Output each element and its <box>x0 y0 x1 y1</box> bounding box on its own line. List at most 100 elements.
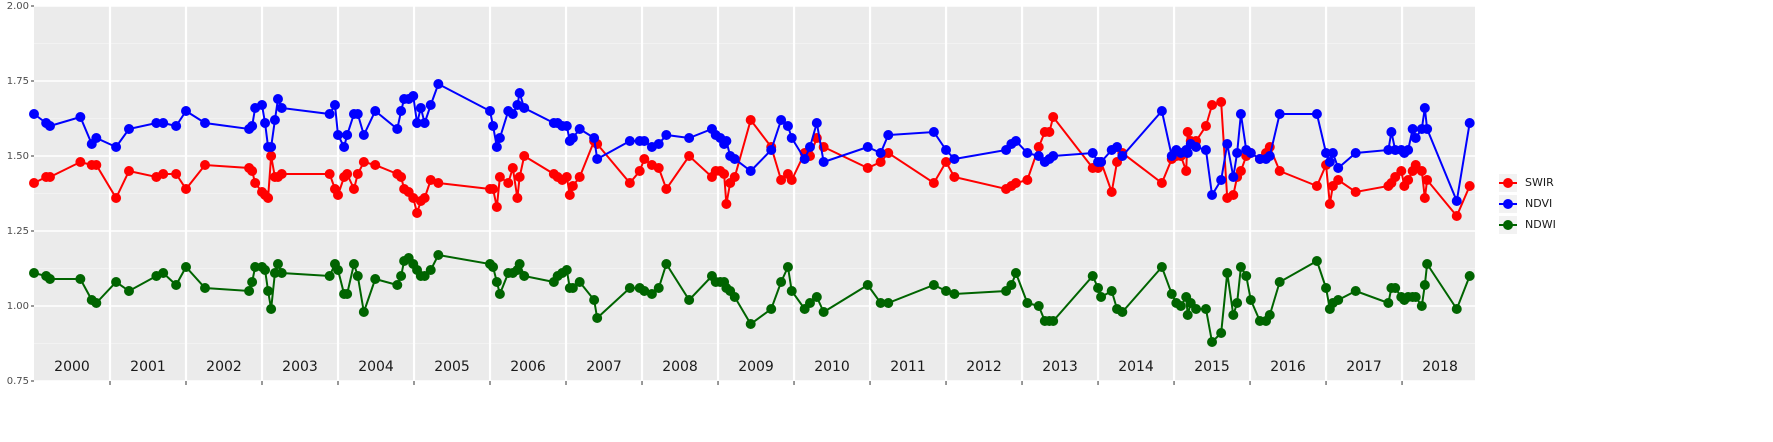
point <box>818 307 829 317</box>
point <box>514 259 525 269</box>
point <box>653 163 664 173</box>
year-label: 2008 <box>662 359 698 375</box>
legend-label: NDVI <box>1525 197 1552 210</box>
point <box>1422 124 1433 134</box>
point <box>786 175 797 185</box>
point <box>1464 118 1475 128</box>
point <box>91 298 102 308</box>
point <box>661 259 672 269</box>
point <box>342 169 353 179</box>
point <box>1010 136 1021 146</box>
point <box>158 169 169 179</box>
point <box>124 286 135 296</box>
legend-label: SWIR <box>1525 176 1554 189</box>
point <box>494 133 505 143</box>
point <box>392 280 403 290</box>
point <box>1350 148 1361 158</box>
point <box>44 121 55 131</box>
point <box>396 106 407 116</box>
point <box>1182 127 1193 137</box>
point <box>862 142 873 152</box>
year-label: 2014 <box>1118 359 1154 375</box>
y-tick-label: 1.50 <box>7 151 29 162</box>
point <box>624 283 635 293</box>
point <box>782 121 793 131</box>
point <box>721 199 732 209</box>
point <box>514 172 525 182</box>
point <box>342 289 353 299</box>
point <box>1207 337 1218 347</box>
point <box>567 181 578 191</box>
point <box>719 169 730 179</box>
point <box>729 292 740 302</box>
point <box>1033 301 1044 311</box>
point <box>1451 211 1462 221</box>
point <box>181 184 192 194</box>
point <box>745 166 756 176</box>
point <box>415 103 426 113</box>
point <box>419 118 430 128</box>
point <box>1048 112 1059 122</box>
point <box>276 103 287 113</box>
point <box>333 190 344 200</box>
point <box>158 118 169 128</box>
point <box>1117 151 1128 161</box>
point <box>425 175 436 185</box>
year-label: 2002 <box>206 359 242 375</box>
point <box>151 118 162 128</box>
point <box>1396 166 1407 176</box>
point <box>646 289 657 299</box>
point <box>266 142 277 152</box>
point <box>507 163 518 173</box>
point <box>1403 145 1414 155</box>
point <box>272 94 283 104</box>
point <box>1241 271 1252 281</box>
point <box>883 298 894 308</box>
point <box>396 271 407 281</box>
point <box>1245 148 1256 158</box>
point <box>624 136 635 146</box>
point <box>564 190 575 200</box>
point <box>634 166 645 176</box>
point <box>111 193 122 203</box>
point <box>1464 271 1475 281</box>
point <box>1464 181 1475 191</box>
point <box>425 265 436 275</box>
point <box>124 124 135 134</box>
point <box>491 202 502 212</box>
legend-dot <box>1503 220 1513 230</box>
y-tick-label: 2.00 <box>7 1 29 12</box>
point <box>949 289 960 299</box>
point <box>519 151 530 161</box>
point <box>1327 148 1338 158</box>
point <box>370 274 381 284</box>
point <box>567 283 578 293</box>
point <box>561 172 572 182</box>
legend-dot <box>1503 199 1513 209</box>
point <box>1200 145 1211 155</box>
point <box>1216 328 1227 338</box>
point <box>799 154 810 164</box>
point <box>200 283 211 293</box>
point <box>1228 172 1239 182</box>
year-label: 2001 <box>130 359 166 375</box>
point <box>592 154 603 164</box>
point <box>158 268 169 278</box>
point <box>29 109 39 119</box>
year-label: 2013 <box>1042 359 1078 375</box>
point <box>766 145 777 155</box>
year-label: 2018 <box>1422 359 1458 375</box>
point <box>1419 103 1430 113</box>
point <box>1022 175 1033 185</box>
point <box>425 100 436 110</box>
point <box>392 124 403 134</box>
point <box>1207 100 1218 110</box>
point <box>339 142 350 152</box>
point <box>1166 289 1177 299</box>
point <box>1087 271 1098 281</box>
point <box>1182 148 1193 158</box>
point <box>1216 97 1227 107</box>
point <box>949 154 960 164</box>
point <box>276 268 287 278</box>
point <box>29 178 39 188</box>
